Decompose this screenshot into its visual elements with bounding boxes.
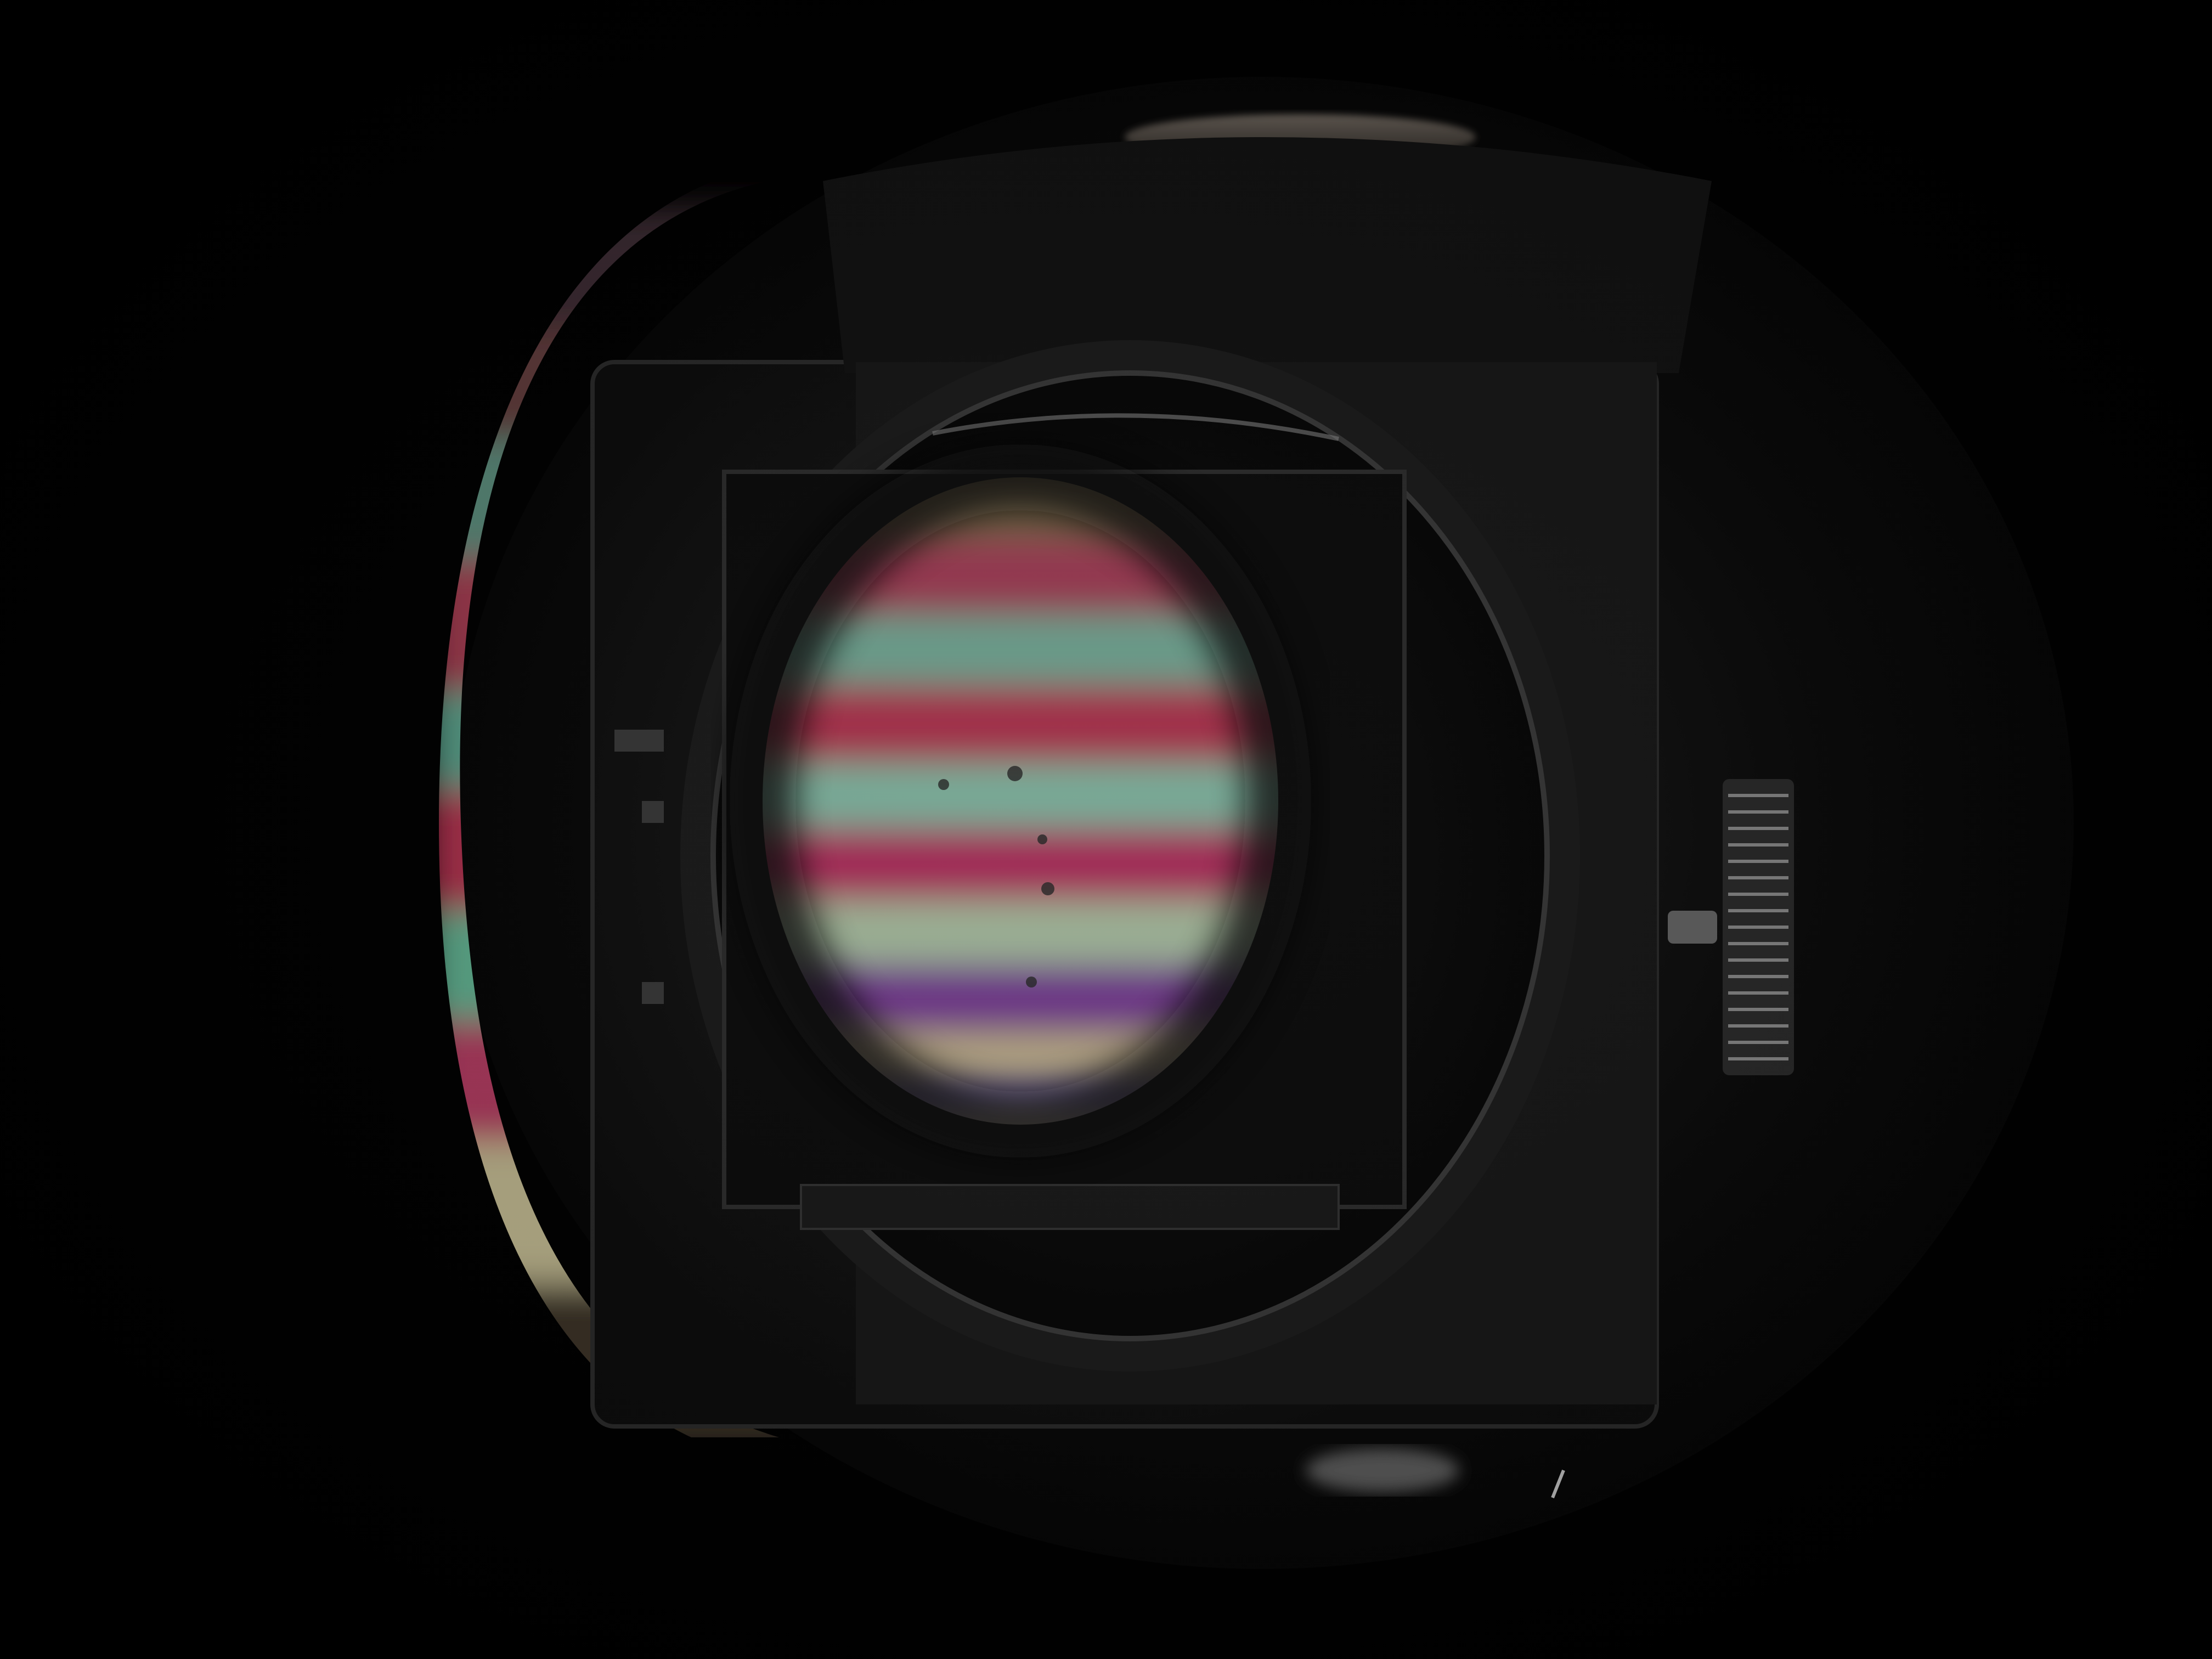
- vignette-overlay: [0, 0, 2212, 1659]
- photo-scene: [0, 0, 2212, 1659]
- photo-canvas: [0, 0, 2212, 1659]
